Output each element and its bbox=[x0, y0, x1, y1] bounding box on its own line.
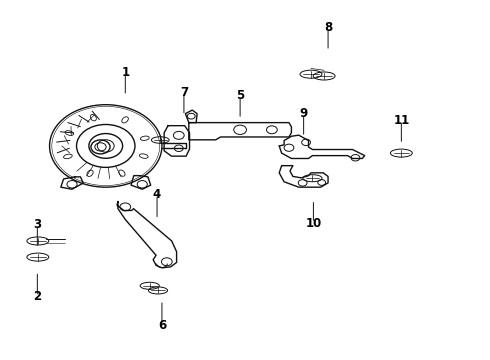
Text: 7: 7 bbox=[180, 86, 188, 99]
Text: 2: 2 bbox=[33, 290, 41, 303]
Text: 3: 3 bbox=[33, 218, 41, 231]
Text: 5: 5 bbox=[236, 89, 244, 102]
Text: 6: 6 bbox=[158, 319, 166, 332]
Text: 9: 9 bbox=[299, 107, 308, 120]
Text: 8: 8 bbox=[324, 21, 332, 34]
Text: 11: 11 bbox=[393, 114, 410, 127]
Text: 10: 10 bbox=[305, 216, 321, 230]
Text: 1: 1 bbox=[121, 66, 129, 79]
Text: 4: 4 bbox=[153, 188, 161, 201]
